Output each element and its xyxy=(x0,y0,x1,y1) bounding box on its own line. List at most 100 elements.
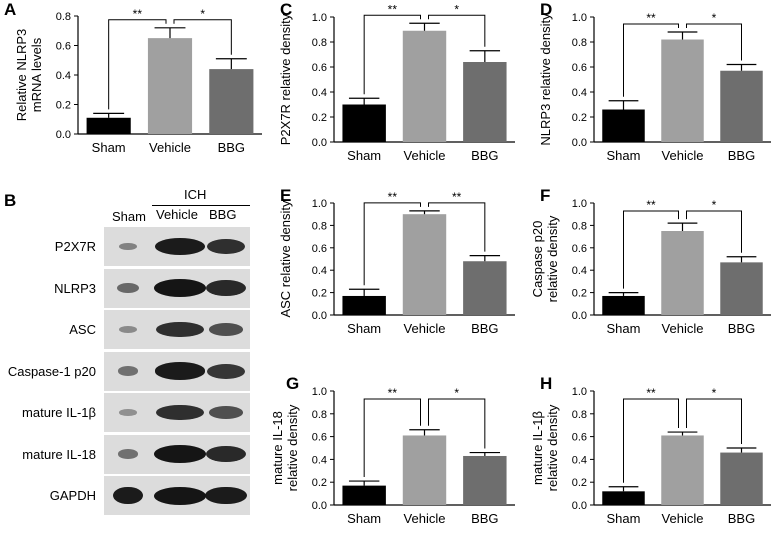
bar-bbg xyxy=(463,261,507,315)
chart-svg-e: 0.0 0.2 0.4 0.6 0.8 1.0 ASC relative density Sh… xyxy=(278,190,515,336)
y-axis-label: mRNA levels xyxy=(29,37,44,112)
y-tick-label: 0.6 xyxy=(312,432,327,444)
y-tick-label: 0.2 xyxy=(572,477,587,489)
chart-svg-d: 0.0 0.2 0.4 0.6 0.8 1.0 NLRP3 relative density… xyxy=(538,11,771,163)
blot-band-bbg xyxy=(209,406,243,419)
y-tick-label: 0.0 xyxy=(572,137,587,149)
blot-band-sham xyxy=(118,242,138,251)
x-tick-label-sham: Sham xyxy=(347,511,381,526)
column-header-sham: Sham xyxy=(112,209,146,224)
y-tick-label: 0.8 xyxy=(572,409,587,421)
x-tick-label-bbg: BBG xyxy=(728,321,755,336)
bar-chart-h: 0.0 0.2 0.4 0.6 0.8 1.0 mature IL-1β relative d… xyxy=(530,372,778,540)
y-tick-label: 1.0 xyxy=(312,386,327,398)
blot-strip-caspase-1-p20 xyxy=(104,351,250,391)
significance-label: ** xyxy=(646,386,656,400)
significance-bracket xyxy=(686,23,742,61)
y-tick-label: 0.2 xyxy=(572,112,587,124)
y-tick-label: 0.4 xyxy=(312,87,327,99)
blot-row-label-asc: ASC xyxy=(69,322,96,337)
bar-vehicle xyxy=(661,231,704,315)
significance-bracket xyxy=(686,210,742,253)
chart-svg-a: 0.0 0.2 0.4 0.6 0.8 Relative NLRP3 mRNA levels… xyxy=(14,7,262,155)
blot-band-sham xyxy=(119,325,137,334)
significance-bracket xyxy=(428,202,486,252)
significance-bracket xyxy=(428,398,486,449)
ich-group-line xyxy=(152,205,250,206)
bar-bbg xyxy=(720,70,763,142)
y-tick-label: 0.6 xyxy=(572,243,587,255)
blot-band-bbg xyxy=(209,323,243,336)
significance-bracket xyxy=(623,398,679,483)
blot-band-sham xyxy=(119,409,137,416)
y-axis-label: relative density xyxy=(545,215,560,302)
significance-bracket xyxy=(108,19,167,110)
y-tick-label: 1.0 xyxy=(312,198,327,210)
y-tick-label: 0.4 xyxy=(572,454,587,466)
bar-sham xyxy=(602,491,645,505)
bar-bbg xyxy=(209,69,254,134)
blot-band-sham xyxy=(113,486,143,505)
x-tick-label-bbg: BBG xyxy=(218,140,245,155)
significance-bracket xyxy=(363,202,421,286)
significance-label: * xyxy=(454,2,459,16)
bar-bbg xyxy=(720,262,763,315)
y-tick-label: 0.2 xyxy=(312,477,327,489)
significance-bracket xyxy=(686,398,742,444)
x-tick-label-vehicle: Vehicle xyxy=(404,148,446,163)
x-tick-label-sham: Sham xyxy=(92,140,126,155)
x-tick-label-vehicle: Vehicle xyxy=(662,511,704,526)
column-header-bbg: BBG xyxy=(209,207,237,222)
y-tick-label: 0.4 xyxy=(572,87,587,99)
blot-band-sham xyxy=(117,449,139,459)
y-tick-label: 0.8 xyxy=(56,11,71,23)
bar-chart-e: 0.0 0.2 0.4 0.6 0.8 1.0 ASC relative density Sh… xyxy=(278,186,530,362)
bar-bbg xyxy=(463,62,507,142)
blot-row-label-mature-il-1-: mature IL-1β xyxy=(22,405,96,420)
y-tick-label: 0.4 xyxy=(572,265,587,277)
y-tick-label: 1.0 xyxy=(572,198,587,210)
y-tick-label: 0.2 xyxy=(56,100,71,112)
blot-strip-nlrp3 xyxy=(104,268,250,308)
panel-letter-e: E xyxy=(280,186,292,205)
chart-svg-h: 0.0 0.2 0.4 0.6 0.8 1.0 mature IL-1β relative d… xyxy=(530,386,771,526)
y-tick-label: 0.0 xyxy=(572,310,587,322)
x-tick-label-sham: Sham xyxy=(607,511,641,526)
y-tick-label: 1.0 xyxy=(572,386,587,398)
panel-letter-f: F xyxy=(540,186,551,205)
blot-row-label-nlrp3: NLRP3 xyxy=(54,280,96,296)
x-tick-label-bbg: BBG xyxy=(728,148,755,163)
y-axis-label: mature IL-1β xyxy=(530,411,545,485)
x-tick-label-sham: Sham xyxy=(347,321,381,336)
y-tick-label: 0.0 xyxy=(572,500,587,512)
panel-letter-g: G xyxy=(286,374,300,393)
ich-group-label: ICH xyxy=(184,187,207,202)
bar-sham xyxy=(342,104,386,142)
y-tick-label: 0.4 xyxy=(312,454,327,466)
panel-letter-h: H xyxy=(540,374,553,393)
bar-vehicle xyxy=(402,30,447,142)
y-tick-label: 0.6 xyxy=(312,62,327,74)
bar-chart-g: 0.0 0.2 0.4 0.6 0.8 1.0 mature IL-18 relative d… xyxy=(270,372,530,540)
x-tick-label-vehicle: Vehicle xyxy=(662,148,704,163)
significance-label: ** xyxy=(646,11,656,25)
y-tick-label: 0.2 xyxy=(572,288,587,300)
significance-label: ** xyxy=(646,198,656,212)
y-tick-label: 0.0 xyxy=(312,500,327,512)
y-tick-label: 0.8 xyxy=(572,37,587,49)
blot-band-vehicle xyxy=(156,404,204,421)
significance-bracket xyxy=(428,14,486,47)
blot-row-label-mature-il-18: mature IL-18 xyxy=(22,446,96,462)
significance-bracket xyxy=(623,23,679,97)
blot-strip-gapdh xyxy=(104,476,250,515)
blot-row-label-gapdh: GAPDH xyxy=(49,488,96,503)
y-tick-label: 0.8 xyxy=(312,409,327,421)
blot-band-bbg xyxy=(205,486,247,505)
significance-bracket xyxy=(363,398,421,478)
significance-label: ** xyxy=(388,2,398,16)
y-tick-label: 0.8 xyxy=(312,37,327,49)
panel-letter-a: A xyxy=(4,0,17,19)
y-axis-label: P2X7R relative density xyxy=(278,13,293,145)
y-tick-label: 0.6 xyxy=(572,432,587,444)
significance-label: ** xyxy=(452,190,462,204)
